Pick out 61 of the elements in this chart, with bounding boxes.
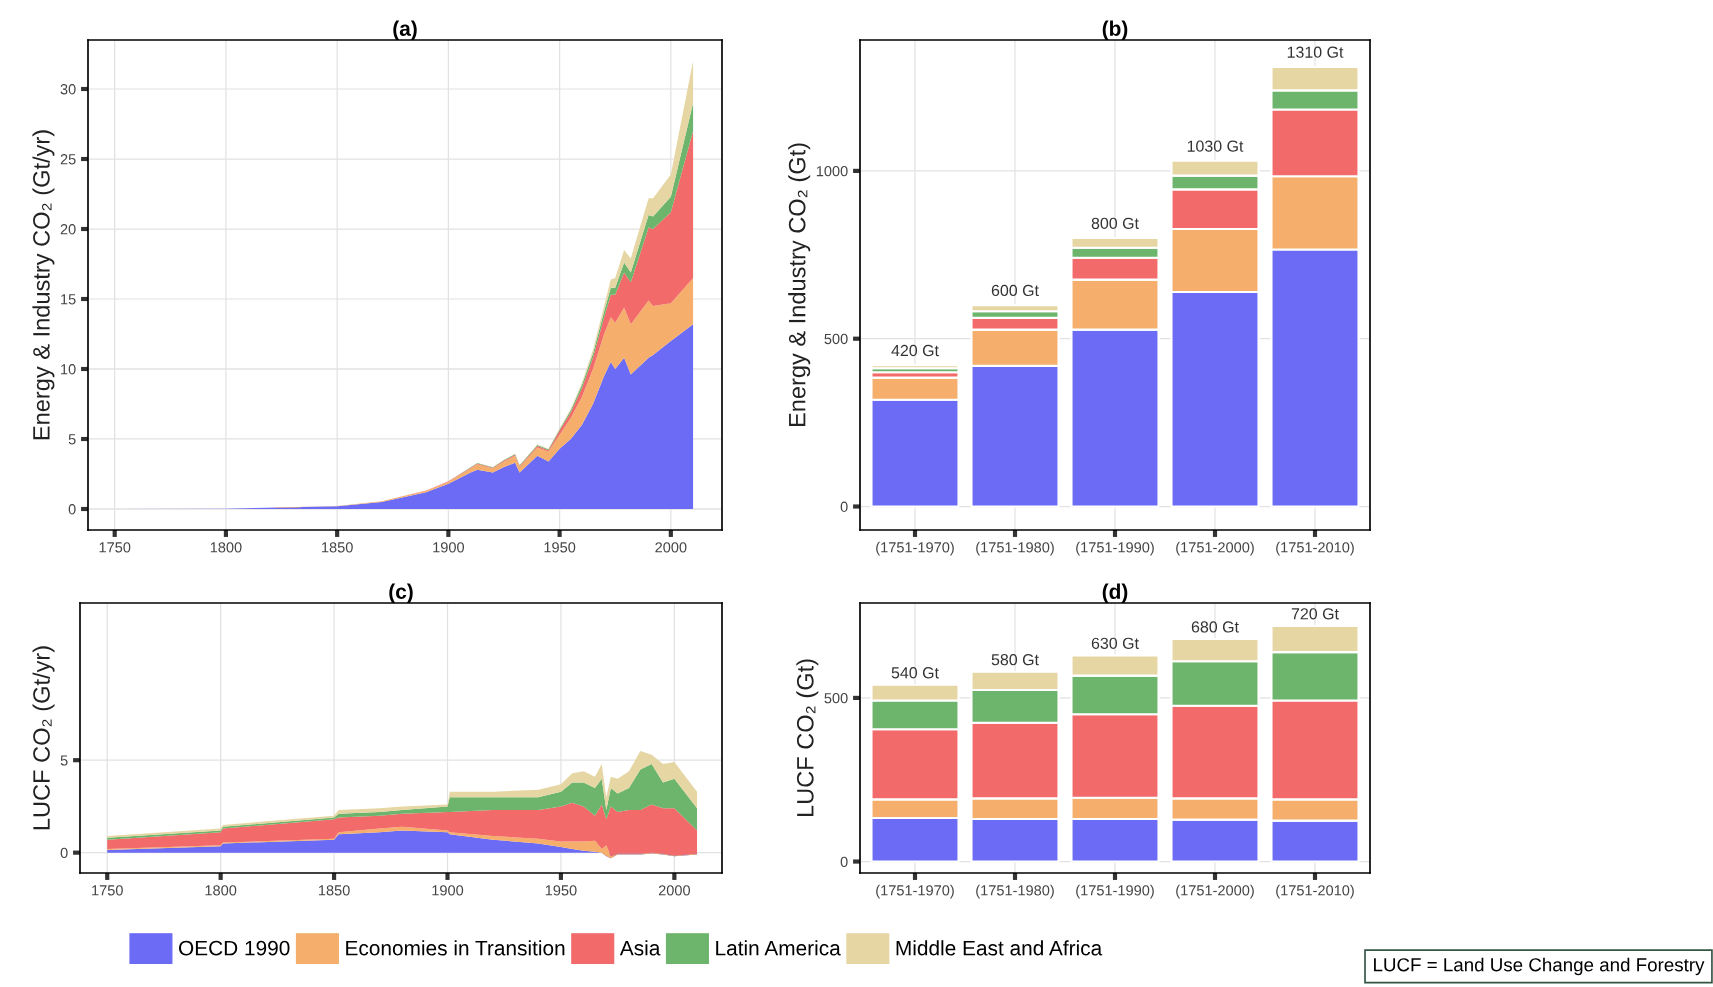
chart-title: (c) bbox=[389, 583, 413, 603]
text: LUCF = Land Use Change and Forestry bbox=[1374, 957, 1705, 976]
total-label: 1030 Gt bbox=[1187, 140, 1244, 152]
x-tick-label: 1750 bbox=[92, 885, 123, 896]
x-tick-label: 1950 bbox=[544, 542, 576, 553]
legend-label: Latin America bbox=[716, 940, 841, 956]
total-label: 540 Gt bbox=[891, 667, 939, 679]
y-tick-label: 10 bbox=[61, 364, 76, 375]
y-tick-label: 30 bbox=[60, 84, 76, 95]
legend-label: Middle East and Africa bbox=[896, 940, 1103, 956]
x-tick-label: 2000 bbox=[658, 885, 691, 896]
legend-label: Asia bbox=[619, 940, 661, 956]
y-axis-title: LUCF CO₂ (Gt/yr) bbox=[32, 646, 55, 830]
total-label: 630 Gt bbox=[1091, 637, 1139, 649]
x-tick-label: 1900 bbox=[432, 885, 464, 896]
y-tick-label: 20 bbox=[60, 224, 76, 235]
x-tick-label: (1751-1970) bbox=[876, 541, 954, 556]
y-tick-label: 25 bbox=[60, 154, 76, 165]
y-axis-title: Energy & Industry CO₂ (Gt/yr) bbox=[32, 130, 55, 440]
y-tick-label: 0 bbox=[840, 501, 848, 512]
x-tick-label: (1751-1990) bbox=[1076, 884, 1154, 899]
chart-title: (b) bbox=[1102, 20, 1128, 40]
x-tick-label: (1751-1970) bbox=[876, 884, 954, 899]
y-tick-label: 15 bbox=[61, 294, 76, 305]
total-label: 800 Gt bbox=[1091, 217, 1139, 229]
x-tick-label: (1751-1990) bbox=[1076, 541, 1154, 556]
x-tick-label: (1751-2010) bbox=[1276, 884, 1354, 899]
x-tick-label: 1850 bbox=[322, 542, 353, 553]
legend-label: OECD 1990 bbox=[179, 940, 290, 956]
x-tick-label: 1900 bbox=[433, 542, 465, 553]
y-tick-label: 500 bbox=[824, 693, 848, 704]
chart-title: (d) bbox=[1102, 583, 1128, 603]
total-label: 720 Gt bbox=[1291, 608, 1339, 620]
x-tick-label: (1751-1980) bbox=[976, 884, 1054, 899]
chart-title: (a) bbox=[393, 20, 417, 40]
y-tick-label: 0 bbox=[68, 504, 76, 515]
bar bbox=[870, 364, 960, 370]
y-tick-label: 1000 bbox=[816, 165, 848, 177]
y-axis-title: Energy & Industry CO₂ (Gt) bbox=[788, 143, 811, 427]
x-tick-label: 1950 bbox=[545, 885, 577, 896]
total-label: 580 Gt bbox=[991, 654, 1039, 666]
y-tick-label: 5 bbox=[68, 434, 76, 445]
y-tick-label: 500 bbox=[824, 333, 848, 345]
total-label: 420 Gt bbox=[891, 344, 939, 357]
y-axis-title: LUCF CO₂ (Gt) bbox=[796, 659, 819, 817]
legend-label: Economies in Transition bbox=[346, 940, 565, 956]
x-tick-label: 1800 bbox=[210, 542, 242, 553]
total-label: 600 Gt bbox=[991, 284, 1039, 297]
total-label: 1310 Gt bbox=[1287, 46, 1344, 58]
x-tick-label: 1800 bbox=[205, 885, 237, 896]
x-tick-label: 1850 bbox=[318, 885, 350, 896]
x-tick-label: (1751-2000) bbox=[1176, 541, 1254, 556]
total-label: 680 Gt bbox=[1191, 621, 1239, 633]
x-tick-label: 1750 bbox=[99, 542, 131, 553]
y-tick-label: 0 bbox=[840, 856, 848, 867]
x-tick-label: (1751-2010) bbox=[1276, 541, 1354, 556]
y-tick-label: 5 bbox=[60, 755, 68, 766]
y-tick-label: 0 bbox=[60, 847, 68, 859]
x-tick-label: 2000 bbox=[655, 542, 687, 553]
x-tick-label: (1751-2000) bbox=[1176, 884, 1254, 899]
x-tick-label: (1751-1980) bbox=[976, 541, 1054, 556]
